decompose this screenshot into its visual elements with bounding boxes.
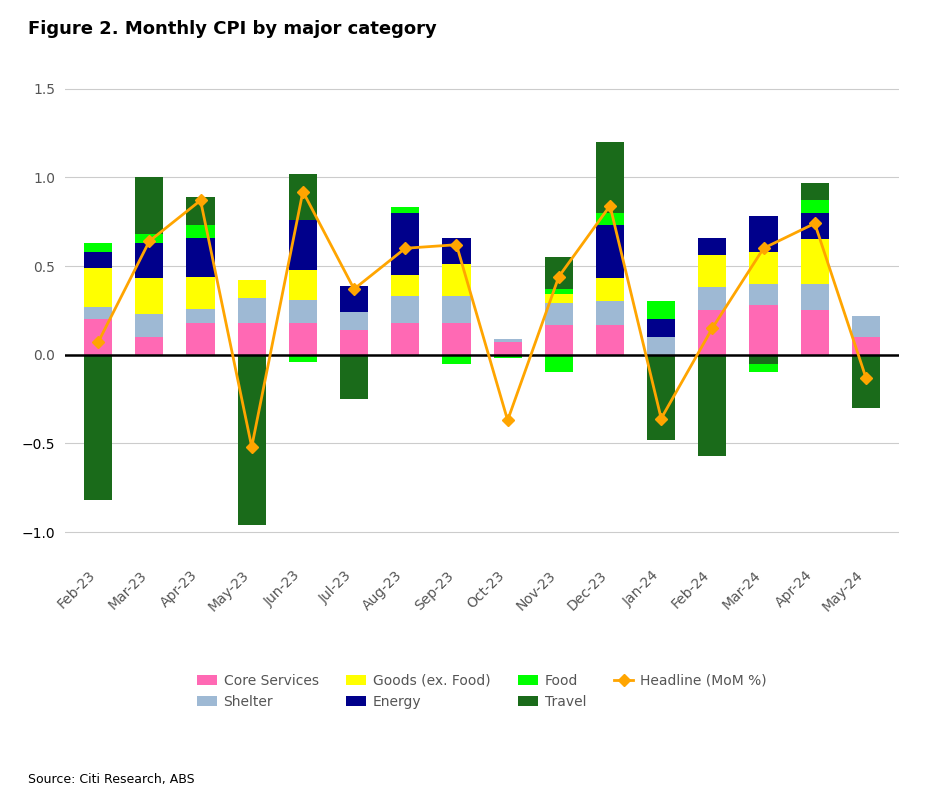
- Bar: [442, 296, 471, 322]
- Bar: [596, 225, 624, 279]
- Bar: [801, 239, 829, 284]
- Bar: [749, 216, 778, 252]
- Bar: [186, 238, 215, 277]
- Bar: [596, 213, 624, 225]
- Bar: [135, 279, 163, 314]
- Bar: [289, 300, 317, 322]
- Bar: [801, 284, 829, 310]
- Bar: [186, 277, 215, 309]
- Bar: [391, 296, 419, 322]
- Bar: [84, 319, 112, 354]
- Bar: [135, 234, 163, 243]
- Bar: [545, 289, 573, 294]
- Bar: [237, 322, 266, 354]
- Bar: [647, 319, 675, 337]
- Bar: [135, 337, 163, 354]
- Bar: [749, 252, 778, 284]
- Bar: [186, 309, 215, 322]
- Bar: [135, 177, 163, 234]
- Bar: [84, 306, 112, 319]
- Bar: [84, 243, 112, 252]
- Bar: [135, 243, 163, 279]
- Bar: [289, 354, 317, 361]
- Bar: [289, 322, 317, 354]
- Bar: [545, 325, 573, 354]
- Bar: [596, 325, 624, 354]
- Bar: [186, 225, 215, 238]
- Bar: [442, 238, 471, 264]
- Bar: [545, 354, 573, 373]
- Text: Source: Citi Research, ABS: Source: Citi Research, ABS: [28, 773, 195, 786]
- Bar: [596, 302, 624, 325]
- Bar: [340, 330, 368, 354]
- Bar: [340, 354, 368, 399]
- Bar: [749, 305, 778, 354]
- Bar: [135, 314, 163, 337]
- Bar: [647, 354, 675, 440]
- Bar: [237, 354, 266, 525]
- Bar: [596, 142, 624, 213]
- Bar: [391, 213, 419, 275]
- Bar: [340, 312, 368, 330]
- Bar: [442, 354, 471, 364]
- Bar: [442, 264, 471, 296]
- Bar: [442, 322, 471, 354]
- Bar: [391, 207, 419, 213]
- Bar: [493, 354, 522, 358]
- Bar: [545, 303, 573, 325]
- Bar: [801, 213, 829, 239]
- Bar: [545, 257, 573, 289]
- Bar: [84, 252, 112, 268]
- Bar: [749, 284, 778, 305]
- Bar: [186, 197, 215, 225]
- Bar: [698, 238, 727, 255]
- Bar: [698, 310, 727, 354]
- Bar: [698, 255, 727, 287]
- Bar: [391, 322, 419, 354]
- Bar: [596, 279, 624, 302]
- Bar: [852, 316, 880, 337]
- Bar: [289, 220, 317, 270]
- Bar: [340, 286, 368, 312]
- Bar: [647, 302, 675, 319]
- Bar: [852, 354, 880, 408]
- Bar: [289, 174, 317, 220]
- Bar: [698, 287, 727, 310]
- Bar: [237, 280, 266, 298]
- Bar: [801, 310, 829, 354]
- Bar: [852, 337, 880, 354]
- Legend: Core Services, Shelter, Goods (ex. Food), Energy, Food, Travel, Headline (MoM %): Core Services, Shelter, Goods (ex. Food)…: [192, 669, 772, 714]
- Bar: [84, 354, 112, 500]
- Bar: [237, 298, 266, 322]
- Bar: [698, 354, 727, 456]
- Bar: [493, 342, 522, 354]
- Bar: [186, 322, 215, 354]
- Bar: [801, 183, 829, 200]
- Bar: [289, 270, 317, 300]
- Bar: [493, 338, 522, 342]
- Bar: [801, 200, 829, 213]
- Bar: [84, 268, 112, 306]
- Text: Figure 2. Monthly CPI by major category: Figure 2. Monthly CPI by major category: [28, 20, 437, 38]
- Bar: [545, 294, 573, 303]
- Bar: [391, 275, 419, 296]
- Bar: [749, 364, 778, 373]
- Bar: [647, 337, 675, 354]
- Bar: [749, 354, 778, 364]
